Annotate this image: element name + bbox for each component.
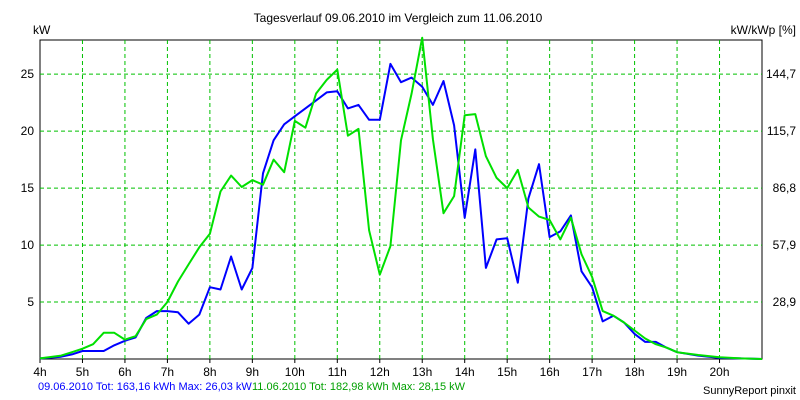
y-tick-label-right: 28,9 (773, 295, 797, 309)
x-tick-label: 11h (328, 365, 347, 379)
chart-title: Tagesverlauf 09.06.2010 im Vergleich zum… (254, 11, 543, 25)
x-tick-label: 13h (412, 365, 432, 379)
y-tick-label-left: 25 (21, 67, 35, 81)
x-tick-label: 12h (370, 365, 390, 379)
plot-area (39, 39, 763, 360)
y-tick-label-right: 115,7 (767, 124, 796, 138)
legend-series-2: 11.06.2010 Tot: 182,98 kWh Max: 28,15 kW (252, 381, 465, 393)
y-tick-label-right: 144,7 (766, 67, 796, 81)
series-line-2 (39, 36, 763, 360)
x-tick-label: 5h (76, 365, 89, 379)
y-axis-ticks-left: 5 10 15 20 25 (21, 67, 35, 309)
y-tick-label-left: 10 (21, 238, 35, 252)
x-tick-label: 9h (246, 365, 259, 379)
series-group (39, 36, 763, 360)
x-axis-ticks: 4h 5h 6h 7h 8h 9h 10h 11h 12h 13h 14h 15h 16h 17h 18h 1… (33, 359, 730, 379)
y-tick-label-left: 20 (21, 124, 35, 138)
x-tick-label: 18h (625, 365, 645, 379)
y-axis-label-left: kW (33, 23, 51, 37)
x-tick-label: 16h (540, 365, 560, 379)
x-tick-label: 17h (582, 365, 602, 379)
y-axis-ticks-right: 28,9 57,9 86,8 115,7 144,7 (766, 67, 796, 309)
y-tick-label-left: 15 (21, 181, 35, 195)
x-tick-label: 4h (33, 365, 46, 379)
y-axis-label-right: kW/kWp [%] (731, 23, 796, 37)
y-tick-label-right: 57,9 (773, 238, 797, 252)
x-tick-label: 8h (203, 365, 216, 379)
grid (40, 40, 762, 359)
x-tick-label: 19h (667, 365, 687, 379)
series-line-1 (39, 62, 763, 360)
x-tick-label: 14h (455, 365, 475, 379)
x-tick-label: 10h (285, 365, 305, 379)
y-tick-label-left: 5 (27, 295, 34, 309)
legend-series-1: 09.06.2010 Tot: 163,16 kWh Max: 26,03 kW (38, 381, 252, 393)
x-tick-label: 15h (497, 365, 517, 379)
x-tick-label: 6h (118, 365, 131, 379)
y-tick-label-right: 86,8 (773, 181, 797, 195)
brand-credit: SunnyReport pinxit (703, 385, 796, 397)
x-tick-label: 20h (710, 365, 730, 379)
x-tick-label: 7h (161, 365, 174, 379)
